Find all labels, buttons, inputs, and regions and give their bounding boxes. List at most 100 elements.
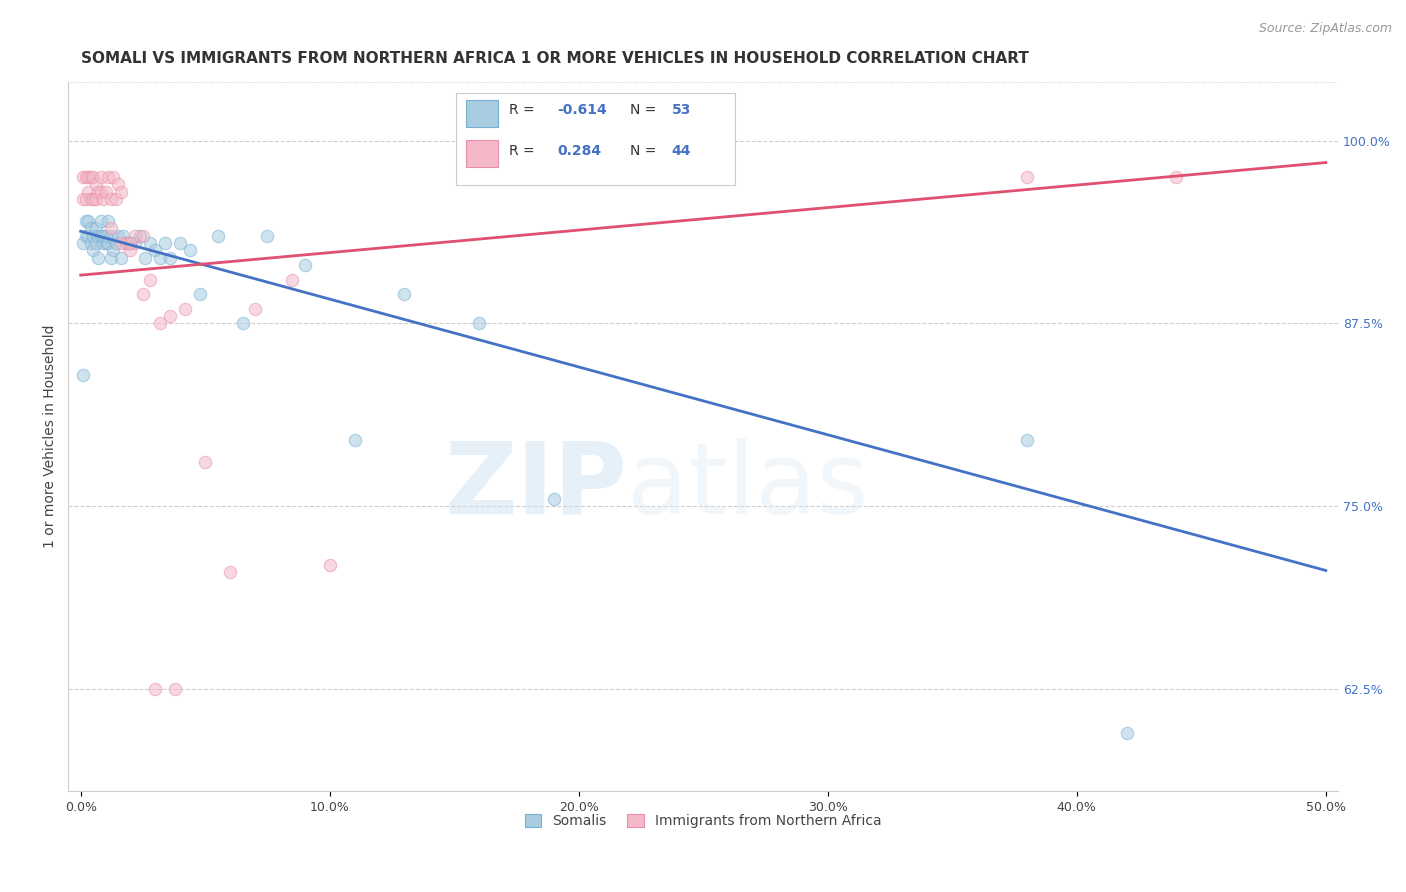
Point [90,185,112,199]
Text: Source: ZipAtlas.com: Source: ZipAtlas.com [1258,22,1392,36]
Text: ZIP: ZIP [444,438,627,535]
Text: 0.284: 0.284 [557,144,602,158]
Point [149,251,172,265]
Point [110,235,132,250]
Text: N =: N = [630,144,661,158]
Text: R =: R = [509,144,543,158]
Point [243,301,266,316]
Point [91,192,114,206]
Point [129,228,152,243]
Point [165,681,187,696]
Point [100,228,122,243]
Text: 53: 53 [672,103,690,118]
Point [87,228,110,243]
Y-axis label: 1 or more Vehicles in Household: 1 or more Vehicles in Household [44,325,58,549]
Point [104,192,127,206]
Point [343,434,366,448]
Point [87,185,110,199]
Point [159,309,181,323]
Point [319,558,342,572]
Point [543,491,565,506]
Point [82,228,104,243]
Point [97,235,120,250]
Point [79,192,101,206]
Point [72,170,94,185]
Point [110,251,132,265]
Point [100,192,122,206]
Point [79,235,101,250]
Point [104,235,127,250]
Point [110,185,132,199]
Point [169,235,191,250]
Point [72,368,94,382]
Point [77,214,100,228]
Point [107,228,129,243]
Point [124,228,146,243]
Text: R =: R = [509,103,538,118]
Point [84,235,107,250]
Point [97,170,120,185]
Point [117,235,139,250]
Point [111,228,134,243]
Point [145,681,167,696]
Point [82,170,104,185]
Text: SOMALI VS IMMIGRANTS FROM NORTHERN AFRICA 1 OR MORE VEHICLES IN HOUSEHOLD CORREL: SOMALI VS IMMIGRANTS FROM NORTHERN AFRIC… [82,51,1029,66]
Point [120,235,142,250]
Point [91,235,114,250]
Point [114,235,136,250]
Point [100,221,122,235]
Point [139,272,162,286]
Point [134,251,156,265]
FancyBboxPatch shape [465,100,498,127]
Text: 44: 44 [672,144,690,158]
Point [79,170,101,185]
Point [256,228,278,243]
Point [72,235,94,250]
Point [207,228,229,243]
Point [75,170,97,185]
Point [468,317,491,331]
Point [77,170,100,185]
Point [159,251,181,265]
Legend: Somalis, Immigrants from Northern Africa: Somalis, Immigrants from Northern Africa [519,809,887,834]
Text: N =: N = [630,103,661,118]
Point [120,244,142,258]
Point [84,221,107,235]
Point [82,244,104,258]
Point [219,565,242,579]
Point [84,178,107,192]
Point [1015,434,1038,448]
Point [107,178,129,192]
Point [94,235,117,250]
Point [75,192,97,206]
FancyBboxPatch shape [456,93,735,185]
Point [124,235,146,250]
Point [149,317,172,331]
Point [294,258,316,272]
FancyBboxPatch shape [465,140,498,167]
Point [114,235,136,250]
Point [1166,170,1188,185]
Point [90,170,112,185]
Point [145,244,167,258]
Point [232,317,254,331]
Point [155,235,177,250]
Point [100,251,122,265]
Point [90,214,112,228]
Point [1115,726,1137,740]
Point [179,244,201,258]
Text: -0.614: -0.614 [557,103,607,118]
Point [101,170,124,185]
Point [87,251,110,265]
Point [281,272,304,286]
Point [132,287,155,301]
Point [91,228,114,243]
Point [94,185,117,199]
Point [72,192,94,206]
Text: atlas: atlas [627,438,869,535]
Point [84,192,107,206]
Point [101,244,124,258]
Point [77,228,100,243]
Point [90,228,112,243]
Point [120,235,142,250]
